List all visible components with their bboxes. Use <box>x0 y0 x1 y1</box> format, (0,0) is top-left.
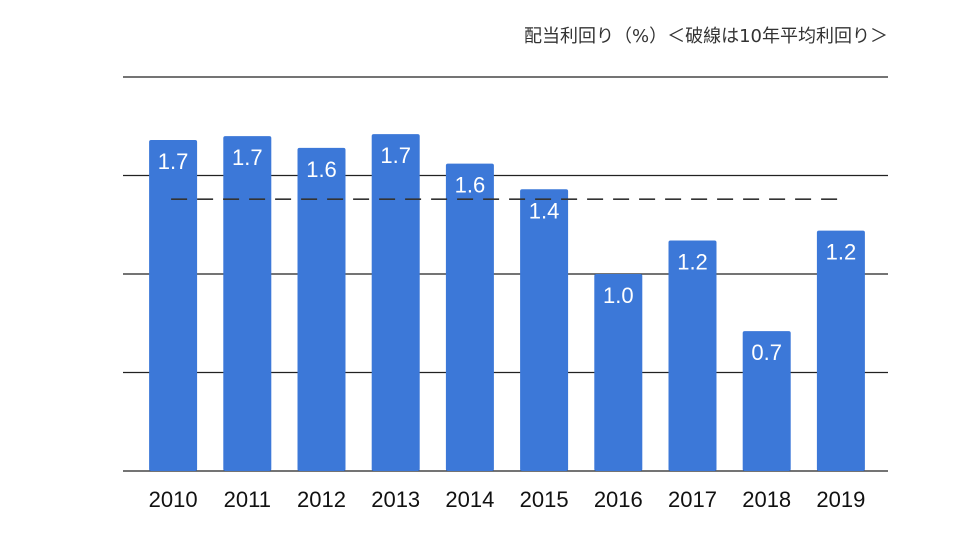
bars <box>149 134 865 472</box>
bar-2012 <box>297 147 346 472</box>
bar-2019 <box>816 230 865 471</box>
data-labels: 1.7 1.7 1.6 1.7 1.6 1.4 1.0 1.2 0.7 1.2 <box>158 143 856 365</box>
bar-2015 <box>520 189 569 472</box>
x-tick-label: 2010 <box>149 487 198 512</box>
bar-2011 <box>223 136 272 471</box>
data-label: 1.0 <box>603 283 634 308</box>
bar-2014 <box>445 163 494 471</box>
x-tick-label: 2019 <box>816 487 865 512</box>
x-tick-label: 2015 <box>520 487 569 512</box>
chart-title: 配当利回り（%）＜破線は10年平均利回り＞ <box>523 26 888 47</box>
bar-2016 <box>594 274 643 471</box>
x-tick-label: 2011 <box>224 487 271 512</box>
data-label: 1.7 <box>158 149 189 174</box>
bar-2010 <box>149 140 198 472</box>
x-tick-label: 2014 <box>445 487 494 512</box>
x-tick-label: 2016 <box>594 487 643 512</box>
data-label: 1.7 <box>380 143 411 168</box>
data-label: 1.4 <box>529 198 560 223</box>
data-label: 1.2 <box>826 240 857 265</box>
data-label: 1.7 <box>232 145 263 170</box>
x-tick-label: 2012 <box>297 487 346 512</box>
bar-2017 <box>668 240 717 471</box>
bar-2013 <box>371 134 420 471</box>
data-label: 1.6 <box>306 157 337 182</box>
x-tick-label: 2017 <box>668 487 717 512</box>
data-label: 1.6 <box>455 173 486 198</box>
x-axis-ticks: 2010 2011 2012 2013 2014 2015 2016 2017 2018 2019 <box>149 487 866 512</box>
x-tick-label: 2018 <box>742 487 791 512</box>
x-tick-label: 2013 <box>371 487 420 512</box>
data-label: 1.2 <box>677 250 708 275</box>
data-label: 0.7 <box>751 340 782 365</box>
bar-2018 <box>742 331 791 471</box>
